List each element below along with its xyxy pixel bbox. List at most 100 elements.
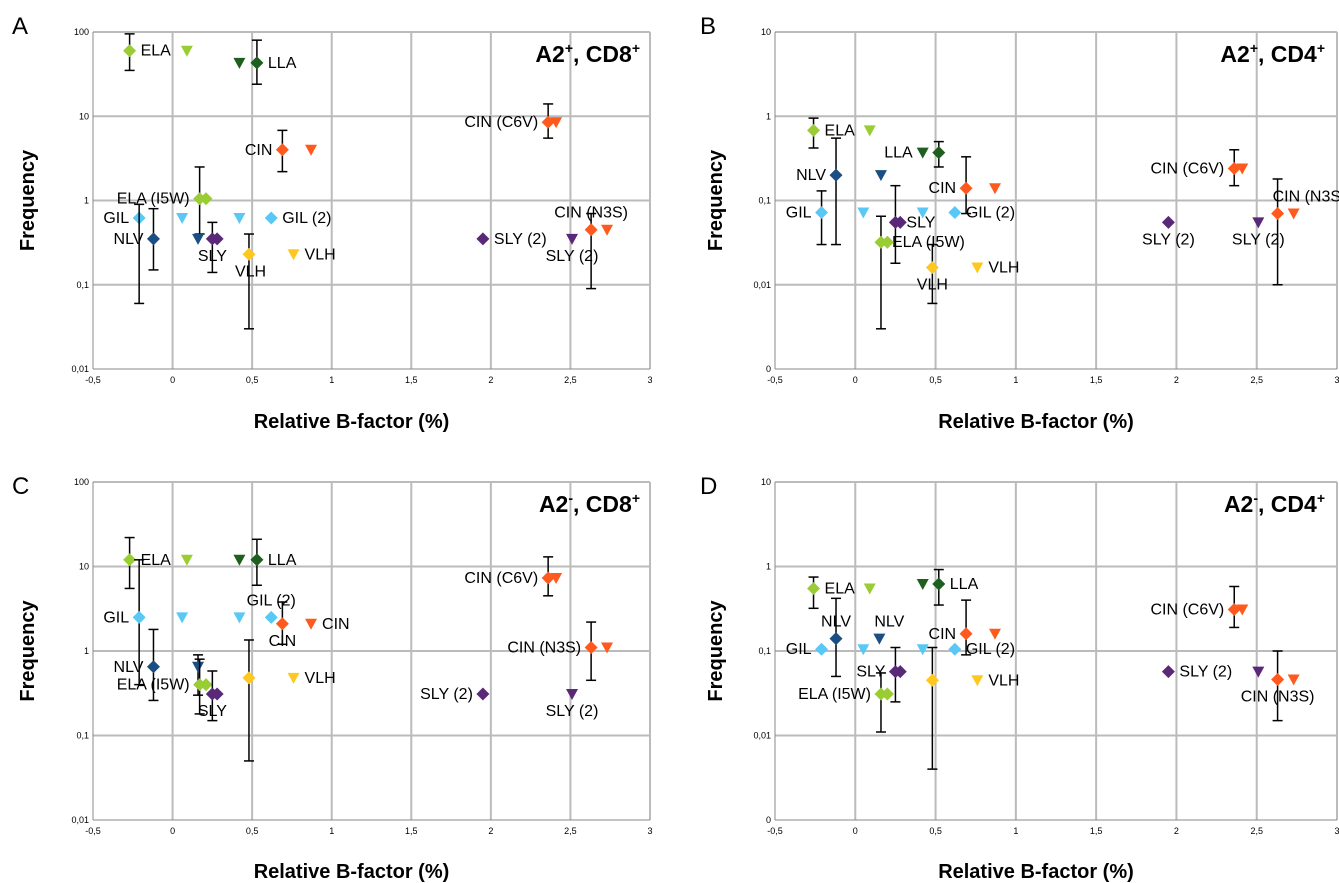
data-point-diamond: [925, 261, 939, 275]
data-point-diamond: [1161, 215, 1175, 229]
point-label: ELA (I5W): [117, 191, 190, 208]
data-point-triangle: [601, 642, 614, 654]
point-label: SLY (2): [1232, 231, 1285, 248]
data-point-triangle: [857, 207, 870, 219]
x-axis-title: Relative B-factor (%): [254, 411, 450, 433]
data-point-triangle: [874, 170, 887, 182]
y-tick-label: 1: [766, 562, 771, 572]
data-point-triangle: [233, 212, 246, 224]
data-point-triangle: [971, 262, 984, 274]
x-tick-label: 1,5: [405, 826, 418, 836]
data-point-triangle: [550, 117, 563, 129]
data-point-diamond: [264, 211, 278, 225]
x-tick-label: 0: [170, 826, 175, 836]
y-tick-label: 10: [761, 27, 771, 37]
x-tick-label: 3: [1334, 375, 1339, 385]
data-point-diamond: [807, 581, 821, 595]
data-point-triangle: [233, 57, 246, 69]
x-tick-label: 2: [488, 375, 493, 385]
y-tick-label: 0,1: [758, 646, 771, 656]
data-point-diamond: [146, 660, 160, 674]
y-tick-label: 0,1: [76, 731, 89, 741]
point-label: GIL: [103, 609, 129, 626]
point-label: SLY (2): [420, 686, 473, 703]
y-tick-label: 100: [74, 477, 89, 487]
point-label: LLA: [268, 552, 297, 569]
point-label: SLY: [906, 214, 935, 231]
y-tick-label: 0: [766, 815, 771, 825]
y-tick-label: 0,1: [758, 196, 771, 206]
data-point-triangle: [566, 688, 579, 700]
panel-letter: A: [12, 13, 28, 40]
data-point-diamond: [1271, 207, 1285, 221]
data-point-diamond: [880, 687, 894, 701]
point-label: CIN: [929, 626, 957, 643]
data-point-diamond: [210, 232, 224, 246]
data-point-diamond: [584, 641, 598, 655]
data-point-diamond: [199, 192, 213, 206]
point-label: NLV: [874, 614, 904, 631]
chart-panel-a: -0,5 0 0,5 1 1,5 2 2,5 3 0,01 0,1 1 10 100 A A2+, CD8+…: [12, 13, 653, 433]
panel-letter: C: [12, 473, 29, 500]
point-label: ELA: [141, 552, 172, 569]
x-tick-label: -0,5: [85, 375, 101, 385]
x-tick-label: 3: [647, 375, 652, 385]
x-tick-label: 1,5: [1090, 826, 1103, 836]
data-point-triangle: [566, 233, 579, 245]
point-label: CIN (N3S): [554, 205, 628, 222]
y-tick-label: 0,1: [76, 280, 89, 290]
x-axis-title: Relative B-factor (%): [938, 411, 1134, 433]
panel-letter: D: [700, 473, 717, 500]
data-point-diamond: [893, 665, 907, 679]
data-point-diamond: [275, 617, 289, 631]
data-point-diamond: [829, 168, 843, 182]
point-label: CIN (N3S): [507, 640, 581, 657]
data-point-triangle: [601, 224, 614, 236]
chart-panel-c: -0,5 0 0,5 1 1,5 2 2,5 3 0,01 0,1 1 10 100 C A2-, CD8+…: [12, 473, 653, 883]
data-point-diamond: [1271, 672, 1285, 686]
y-tick-label: 0,01: [753, 731, 771, 741]
data-point-diamond: [123, 553, 137, 567]
point-label: LLA: [884, 145, 913, 162]
data-point-triangle: [233, 612, 246, 624]
y-tick-label: 100: [74, 27, 89, 37]
y-tick-label: 0: [766, 364, 771, 374]
data-point-triangle: [988, 628, 1001, 640]
point-label: CIN (N3S): [1273, 189, 1339, 206]
data-point-triangle: [873, 633, 886, 645]
x-tick-label: 1: [329, 375, 334, 385]
point-label: VLH: [988, 672, 1019, 689]
data-point-triangle: [916, 147, 929, 159]
data-point-triangle: [988, 183, 1001, 195]
y-tick-label: 10: [79, 111, 89, 121]
y-axis-title: Frequency: [705, 600, 727, 702]
data-point-triangle: [176, 212, 189, 224]
y-axis-title: Frequency: [705, 149, 727, 251]
y-axis-title: Frequency: [17, 600, 39, 702]
point-label: SLY: [198, 248, 227, 265]
data-point-triangle: [192, 233, 205, 245]
point-label: GIL (2): [966, 641, 1015, 658]
x-tick-label: 0,5: [246, 826, 259, 836]
data-point-diamond: [250, 56, 264, 70]
y-tick-label: 1: [766, 111, 771, 121]
data-point-diamond: [829, 632, 843, 646]
data-point-diamond: [948, 206, 962, 220]
y-axis-title: Frequency: [17, 149, 39, 251]
data-point-triangle: [1287, 208, 1300, 220]
point-label: ELA: [825, 580, 856, 597]
data-point-triangle: [1252, 217, 1265, 229]
x-tick-label: 2,5: [1250, 375, 1263, 385]
x-tick-label: 0: [853, 375, 858, 385]
data-point-triangle: [863, 583, 876, 595]
point-label: CIN (C6V): [464, 114, 538, 131]
x-tick-label: 0: [853, 826, 858, 836]
data-point-diamond: [476, 687, 490, 701]
x-tick-label: 2: [1174, 826, 1179, 836]
data-point-diamond: [880, 235, 894, 249]
data-point-triangle: [863, 125, 876, 137]
data-point-triangle: [180, 554, 193, 566]
data-point-triangle: [916, 644, 929, 656]
